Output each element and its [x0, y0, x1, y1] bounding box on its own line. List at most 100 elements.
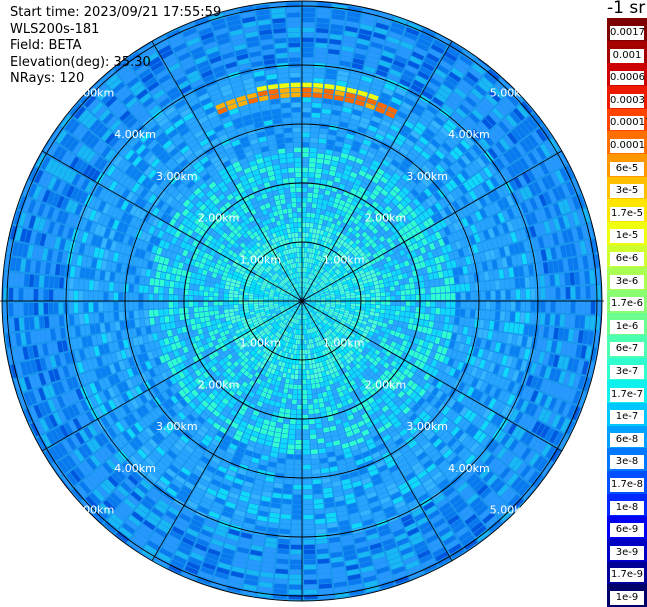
range-gate [302, 384, 307, 390]
range-gate [345, 320, 351, 325]
range-gate [422, 364, 430, 372]
range-gate [368, 537, 381, 546]
range-gate [438, 479, 449, 489]
range-gate [355, 415, 363, 423]
range-gate [311, 310, 315, 315]
range-gate [315, 418, 322, 424]
range-gate [406, 388, 414, 397]
range-gate [380, 533, 393, 542]
range-gate [472, 500, 485, 513]
range-gate [246, 395, 253, 402]
range-gate [372, 478, 383, 486]
range-gate [223, 297, 229, 301]
range-gate [415, 488, 427, 498]
range-gate [261, 424, 269, 430]
range-gate [320, 382, 325, 388]
range-gate [310, 444, 318, 450]
range-gate [349, 512, 360, 520]
range-gate [304, 584, 318, 590]
range-gate [286, 398, 292, 404]
range-gate [214, 287, 219, 293]
range-gate [204, 520, 217, 529]
range-gate [516, 371, 524, 383]
range-gate [340, 303, 346, 306]
range-gate [479, 508, 492, 520]
range-gate [432, 410, 441, 420]
range-gate [427, 375, 435, 384]
range-gate [199, 285, 205, 291]
range-gate [293, 323, 296, 329]
range-gate [230, 571, 244, 579]
range-gate [162, 515, 175, 525]
range-gate [372, 367, 379, 374]
range-gate [396, 424, 405, 433]
range-gate [430, 514, 443, 524]
range-gate [331, 325, 336, 330]
range-gate [443, 356, 450, 365]
range-gate [429, 335, 436, 343]
range-gate [202, 496, 213, 506]
range-gate [341, 478, 351, 485]
range-gate [312, 348, 316, 354]
range-gate [318, 573, 332, 579]
range-gate [169, 530, 183, 541]
range-gate [310, 311, 314, 316]
range-gate [208, 301, 214, 306]
range-gate [287, 449, 295, 455]
range-gate [440, 301, 446, 308]
range-gate [521, 486, 534, 499]
range-gate [396, 505, 408, 514]
range-gate [414, 359, 421, 367]
range-gate [362, 570, 376, 578]
range-gate [189, 284, 195, 290]
range-gate [177, 546, 191, 556]
range-gate [335, 318, 341, 323]
range-gate [334, 328, 340, 334]
range-gate [473, 403, 483, 414]
range-gate [377, 443, 387, 451]
range-gate [352, 338, 358, 344]
range-gate [381, 417, 390, 425]
range-gate [316, 336, 320, 342]
range-gate [178, 308, 184, 314]
range-gate [461, 534, 475, 546]
range-gate [299, 314, 301, 320]
range-gate [296, 309, 299, 314]
range-gate [261, 495, 271, 502]
range-gate [411, 404, 420, 413]
range-gate [472, 347, 480, 357]
range-gate [283, 489, 293, 495]
range-gate [562, 436, 570, 450]
range-gate [228, 465, 238, 473]
range-gate [325, 507, 336, 514]
range-gate [318, 341, 322, 347]
range-gate [484, 384, 493, 395]
range-gate [475, 301, 481, 309]
range-gate [428, 407, 437, 417]
range-gate [302, 304, 305, 310]
range-gate [53, 289, 59, 301]
range-gate [369, 363, 376, 371]
range-gate [448, 367, 456, 377]
range-gate [452, 522, 466, 534]
range-gate [444, 510, 457, 521]
range-gate [383, 369, 391, 377]
range-gate [295, 314, 298, 319]
range-gate [370, 346, 377, 353]
range-gate [297, 399, 302, 405]
range-gate [409, 312, 415, 318]
range-gate [342, 421, 350, 428]
range-gate [463, 409, 473, 420]
range-gate [304, 304, 307, 308]
range-gate [325, 359, 330, 365]
range-gate [371, 382, 378, 389]
range-gate [418, 388, 427, 397]
range-gate [314, 378, 320, 384]
range-gate [198, 296, 204, 301]
range-gate [381, 405, 390, 413]
range-gate [469, 400, 479, 411]
range-gate [108, 282, 114, 292]
range-gate [417, 325, 423, 333]
range-gate [152, 531, 165, 543]
range-gate [227, 413, 235, 421]
